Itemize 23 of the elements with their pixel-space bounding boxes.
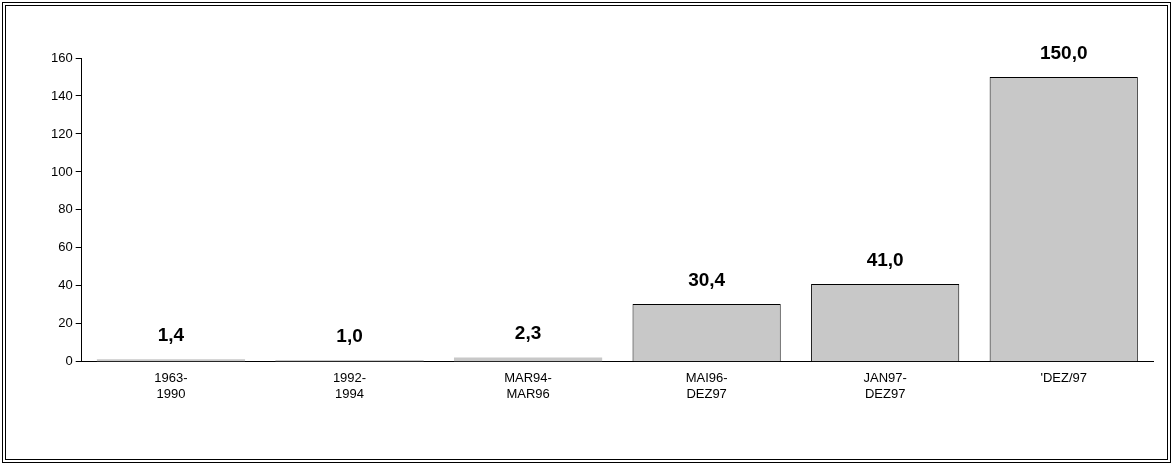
y-tick-label: 120 [50, 125, 73, 141]
y-tick-label: 0 [65, 353, 73, 369]
x-tick-label: 1963- 1990 [154, 370, 188, 401]
y-tick-label: 60 [58, 239, 73, 255]
bar [96, 359, 246, 362]
x-tick-label: JAN97- DEZ97 [863, 370, 907, 401]
data-label: 2,3 [514, 322, 542, 344]
y-tick-label: 80 [58, 201, 73, 217]
data-label: 30,4 [688, 268, 726, 290]
y-tick-label: 40 [58, 277, 73, 293]
x-tick-label: MAI96- DEZ97 [685, 370, 728, 401]
data-label: 41,0 [866, 248, 904, 270]
x-tick-label: MAR94- MAR96 [504, 370, 552, 401]
y-tick-label: 100 [50, 163, 73, 179]
y-tick-label: 160 [50, 49, 73, 65]
data-label: 1,0 [336, 324, 363, 346]
x-tick-label: 1992- 1994 [332, 370, 367, 401]
y-tick-label: 140 [50, 87, 73, 103]
data-label: 1,4 [157, 323, 185, 345]
bar [453, 357, 603, 362]
x-tick-label: 'DEZ/97 [1040, 370, 1088, 386]
data-label: 150,0 [1039, 41, 1088, 63]
y-tick-label: 20 [58, 315, 73, 331]
